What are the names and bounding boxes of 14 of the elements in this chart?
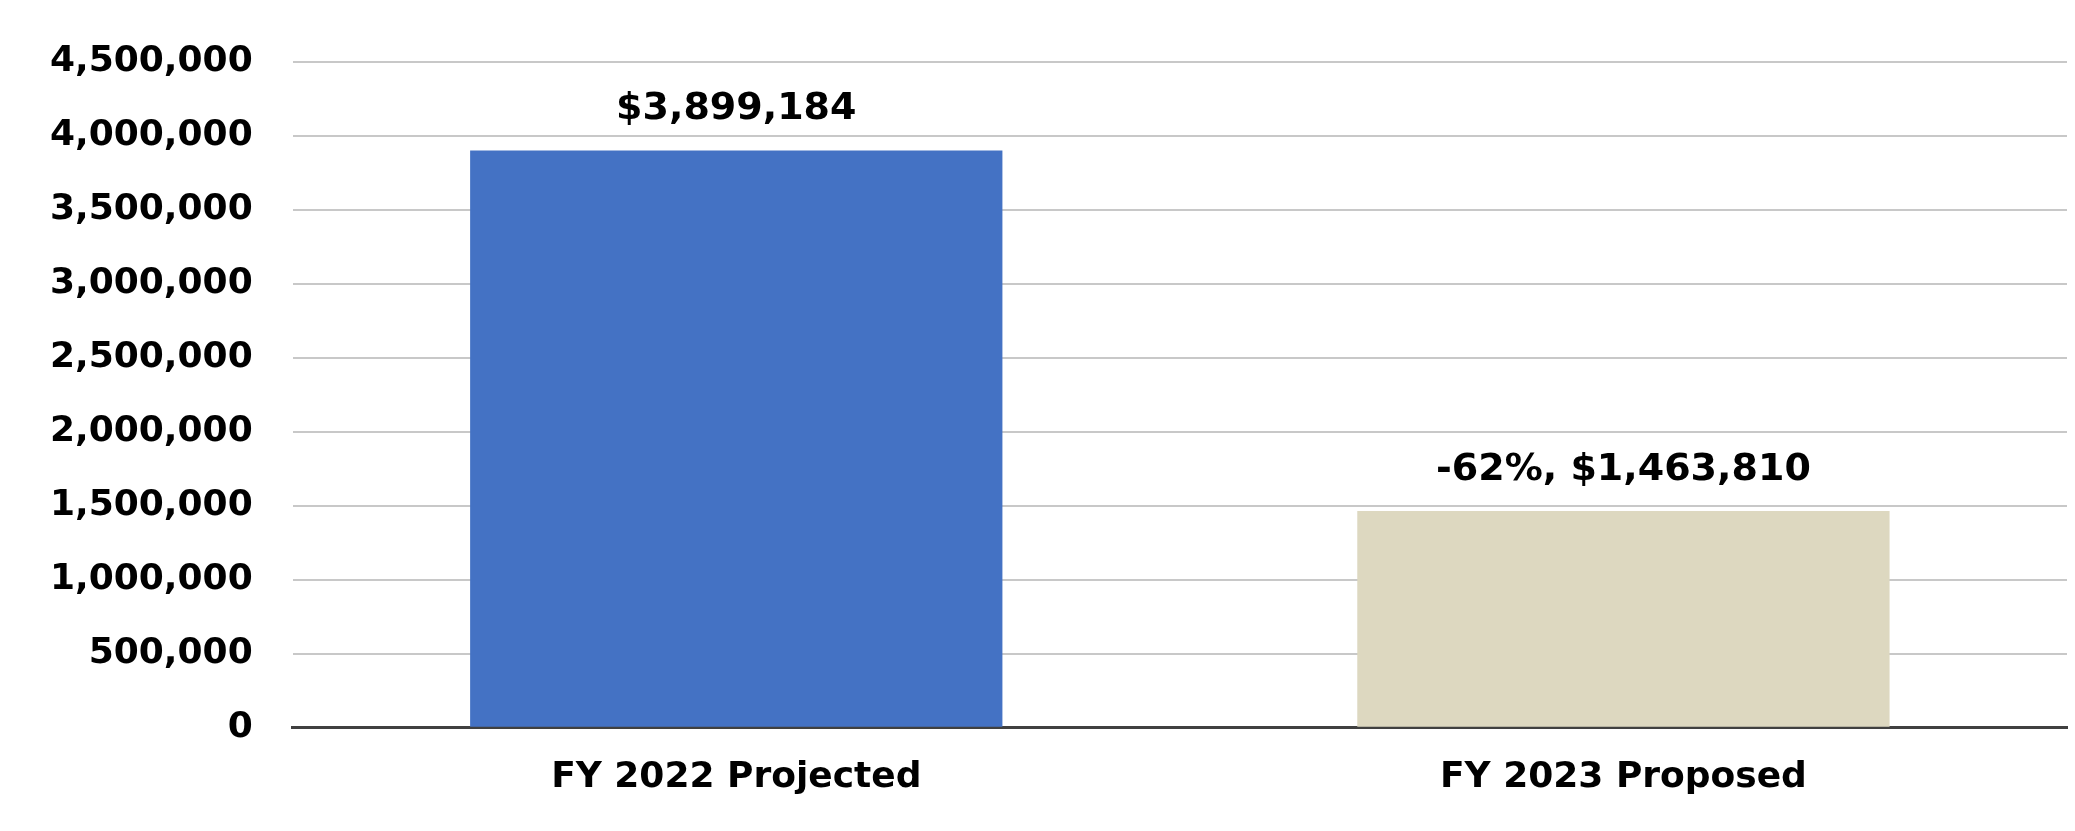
y-tick-label: 1,000,000 bbox=[49, 556, 253, 598]
y-tick-label: 2,500,000 bbox=[49, 334, 253, 376]
y-tick-label: 4,500,000 bbox=[49, 37, 253, 79]
y-tick-label: 4,000,000 bbox=[49, 111, 253, 153]
data-label: -62%, $1,463,810 bbox=[1436, 444, 1811, 489]
y-tick-label: 3,500,000 bbox=[49, 186, 253, 227]
y-tick-label: 3,000,000 bbox=[49, 260, 253, 302]
y-tick-label: 500,000 bbox=[88, 630, 253, 672]
y-tick-label: 2,000,000 bbox=[49, 408, 253, 450]
y-tick-label: 0 bbox=[227, 704, 253, 746]
data-label: $3,899,184 bbox=[616, 84, 857, 129]
x-tick-label: FY 2022 Projected bbox=[551, 753, 922, 795]
x-tick-label: FY 2023 Proposed bbox=[1439, 753, 1807, 795]
y-tick-label: 1,500,000 bbox=[49, 482, 253, 524]
